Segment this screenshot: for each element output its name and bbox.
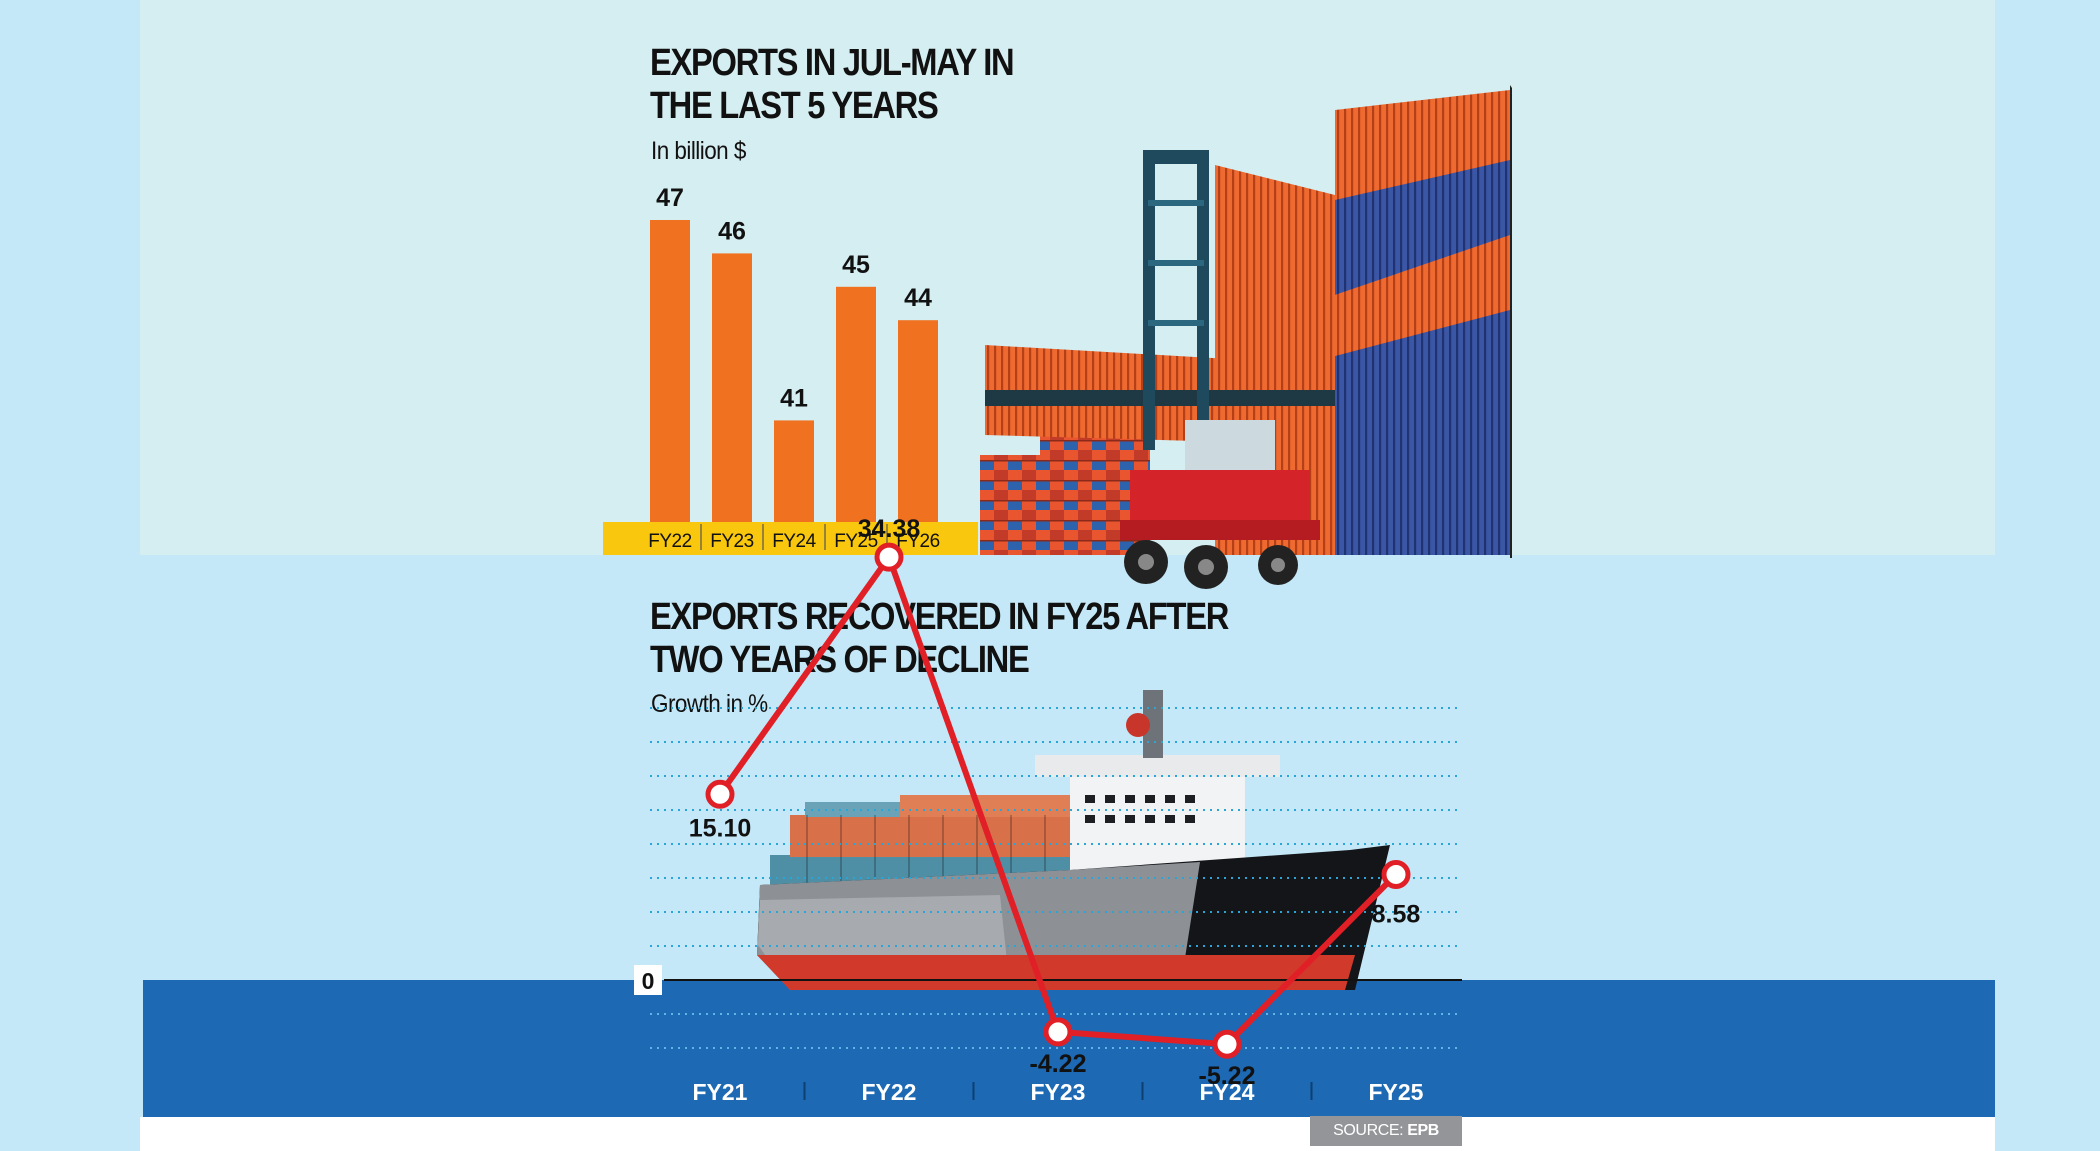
bar-value-label: 41 (780, 384, 808, 412)
line-category-label: FY23 (1031, 1079, 1086, 1105)
growth-value-label: 8.58 (1372, 900, 1421, 928)
line-category-label: FY24 (1200, 1079, 1255, 1105)
bar-chart-title-line2: THE LAST 5 YEARS (650, 85, 939, 127)
bar-value-label: 47 (656, 184, 684, 212)
source-value: EPB (1407, 1122, 1439, 1139)
line-category-label: FY21 (693, 1079, 748, 1105)
bar-value-label: 44 (904, 284, 932, 312)
growth-value-label: -5.22 (1199, 1062, 1256, 1090)
bar-category-label: FY26 (896, 531, 939, 552)
line-chart-title-line1: EXPORTS RECOVERED IN FY25 AFTER (650, 596, 1229, 638)
source-tag: SOURCE: EPB (1310, 1116, 1462, 1146)
source-label: SOURCE: (1333, 1122, 1404, 1139)
bar-fy25 (836, 286, 876, 522)
growth-line (717, 550, 1399, 1048)
growth-point-fy21 (705, 779, 735, 809)
line-chart-title-line2: TWO YEARS OF DECLINE (650, 639, 1030, 681)
bar-chart-title-line1: EXPORTS IN JUL-MAY IN (650, 42, 1015, 84)
growth-value-label: 34.38 (858, 515, 921, 543)
bar-value-label: 46 (718, 217, 746, 245)
bar-axis-band (603, 522, 978, 555)
bar-fy26 (898, 320, 938, 522)
zero-label-box (634, 965, 662, 995)
growth-value-label: 15.10 (689, 814, 752, 842)
bar-fy22 (650, 220, 690, 522)
footer-strip (140, 1117, 1995, 1151)
bar-value-label: 45 (842, 251, 870, 279)
bar-fy24 (774, 420, 814, 522)
zero-label: 0 (642, 968, 655, 994)
line-category-label: FY22 (862, 1079, 917, 1105)
bar-chart-title: EXPORTS IN JUL-MAY IN THE LAST 5 YEARS (650, 42, 1015, 128)
bar-category-label: FY24 (772, 531, 816, 552)
line-chart-title: EXPORTS RECOVERED IN FY25 AFTER TWO YEAR… (650, 596, 1229, 682)
bar-chart-unit-label: In billion $ (651, 137, 746, 165)
sea-band (143, 980, 1995, 1117)
line-chart-unit-label: Growth in % (651, 690, 768, 718)
growth-point-fy25 (1381, 859, 1411, 889)
bar-category-label: FY22 (648, 531, 691, 552)
growth-point-fy24 (1212, 1029, 1242, 1059)
line-category-label: FY25 (1369, 1079, 1424, 1105)
bar-category-label: FY25 (834, 531, 877, 552)
growth-value-label: -4.22 (1030, 1050, 1087, 1078)
bar-fy23 (712, 253, 752, 522)
growth-point-fy23 (1043, 1017, 1073, 1047)
growth-point-fy22 (874, 542, 904, 572)
bar-category-label: FY23 (710, 531, 753, 552)
